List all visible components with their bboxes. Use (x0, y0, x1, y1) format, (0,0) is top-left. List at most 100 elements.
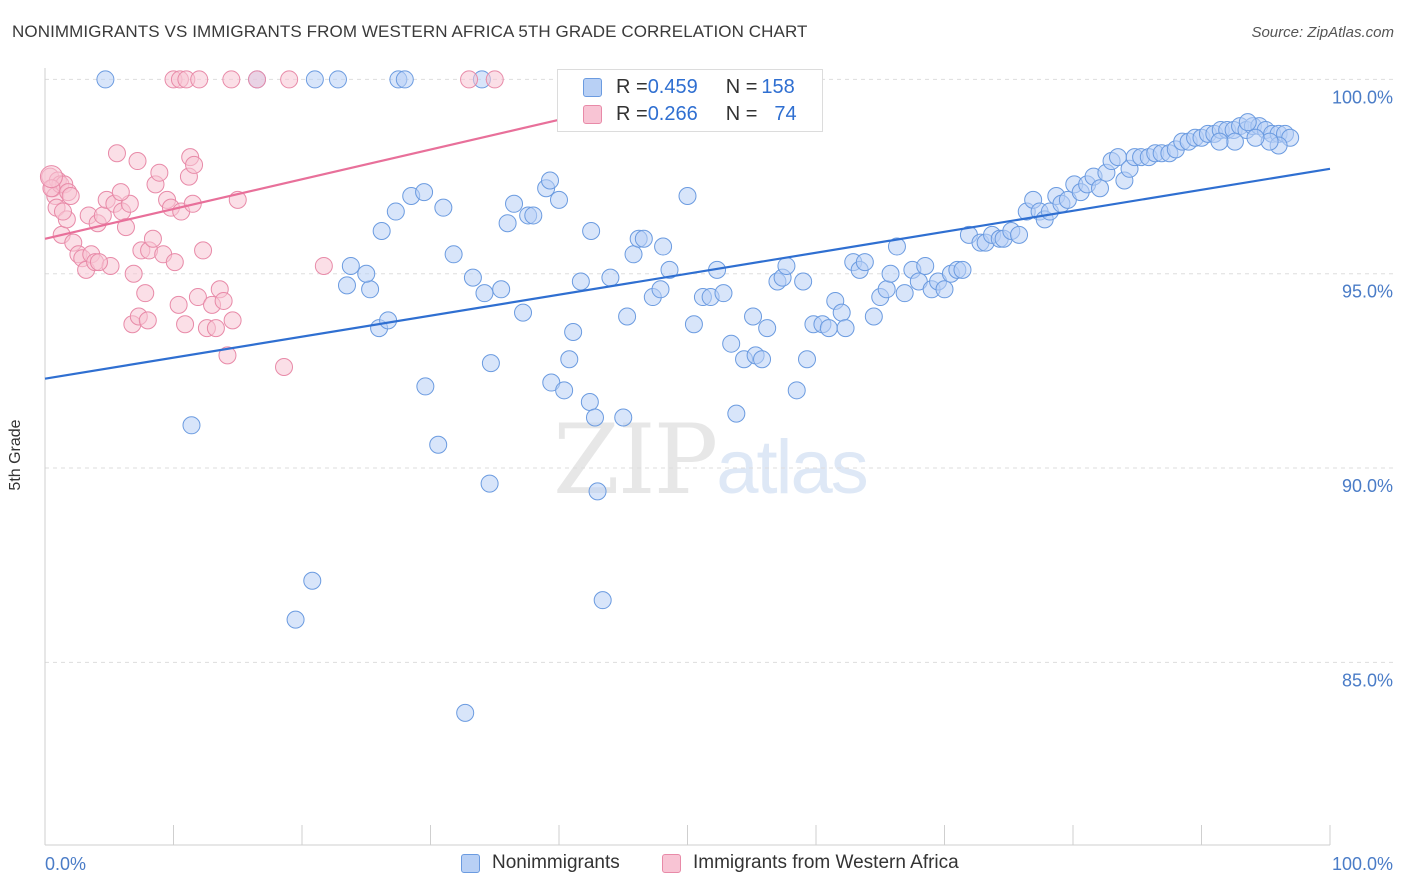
data-point (328, 70, 347, 89)
legend-swatch-blue (583, 77, 602, 97)
data-point (492, 280, 511, 299)
legend-r-label: R = (616, 102, 648, 125)
data-point (887, 237, 906, 256)
data-point (150, 163, 169, 182)
data-point (379, 311, 398, 330)
data-point (416, 377, 435, 396)
data-point (618, 307, 637, 326)
data-point (481, 354, 500, 373)
data-point (678, 187, 697, 206)
data-point (361, 280, 380, 299)
data-point (124, 264, 143, 283)
data-point (475, 284, 494, 303)
data-point (832, 303, 851, 322)
grid-lines (45, 78, 1395, 663)
data-point (881, 264, 900, 283)
data-point (836, 319, 855, 338)
legend-item-immigrants: Immigrants from Western Africa (662, 852, 959, 874)
data-point (819, 319, 838, 338)
data-point (794, 272, 813, 291)
legend-r-value: 0.459 (647, 75, 698, 98)
data-point (372, 221, 391, 240)
data-point (935, 280, 954, 299)
data-point (1238, 113, 1257, 132)
data-point (415, 183, 434, 202)
data-point (96, 70, 115, 89)
data-point (1246, 128, 1265, 147)
chart-title: NONIMMIGRANTS VS IMMIGRANTS FROM WESTERN… (12, 22, 808, 41)
data-point (758, 319, 777, 338)
data-point (223, 311, 242, 330)
data-point (722, 334, 741, 353)
data-point (194, 241, 213, 260)
data-point (714, 284, 733, 303)
data-point (275, 358, 294, 377)
data-point (460, 70, 479, 89)
data-point (1010, 225, 1029, 244)
data-point (136, 284, 155, 303)
series-immigrants-points (39, 70, 504, 377)
data-point (185, 155, 204, 174)
data-point (305, 70, 324, 89)
data-point (176, 315, 195, 334)
legend-n-value: 74 (774, 102, 797, 125)
data-point (456, 703, 475, 722)
data-point (395, 70, 414, 89)
data-point (182, 416, 201, 435)
legend-label-immigrants: Immigrants from Western Africa (693, 852, 959, 873)
data-point (753, 350, 772, 369)
data-point (654, 237, 673, 256)
data-point (953, 260, 972, 279)
axes (44, 68, 1331, 846)
legend-r-value: 0.266 (647, 102, 698, 125)
data-point (614, 408, 633, 427)
data-point (341, 256, 360, 275)
data-point (169, 295, 188, 314)
data-point (624, 245, 643, 264)
data-point (53, 202, 72, 221)
data-point (777, 256, 796, 275)
data-point (463, 268, 482, 287)
data-point (480, 474, 499, 493)
data-point (286, 610, 305, 629)
data-point (116, 218, 135, 237)
data-point (582, 221, 601, 240)
data-point (744, 307, 763, 326)
data-point (111, 183, 130, 202)
data-point (564, 323, 583, 342)
legend-n-label: N = (725, 102, 758, 125)
legend-item-nonimmigrants: Nonimmigrants (461, 852, 620, 874)
data-point (895, 284, 914, 303)
series-nonimmigrants-points (96, 70, 1300, 722)
y-tick-label: 95.0% (1342, 282, 1393, 302)
legend-label-nonimmigrants: Nonimmigrants (492, 852, 620, 873)
data-point (386, 202, 405, 221)
data-point (128, 152, 147, 171)
data-point (188, 288, 207, 307)
trendline (44, 117, 566, 240)
data-point (61, 187, 80, 206)
data-point (214, 291, 233, 310)
data-point (143, 229, 162, 248)
data-point (107, 144, 126, 163)
data-point (787, 381, 806, 400)
data-point (280, 70, 299, 89)
legend-row-nonimmigrants: R = 0.459 N = 158 (558, 74, 795, 100)
data-point (89, 253, 108, 272)
data-point (524, 206, 543, 225)
data-point (303, 571, 322, 590)
data-point (864, 307, 883, 326)
y-tick-label: 100.0% (1332, 87, 1393, 107)
data-point (727, 404, 746, 423)
data-point (855, 253, 874, 272)
legend-swatch-blue (461, 853, 480, 873)
tick-labels: 85.0% 90.0% 95.0% 100.0% 0.0% 100.0% (45, 87, 1393, 874)
data-point (138, 311, 157, 330)
data-point (218, 346, 237, 365)
data-point (444, 245, 463, 264)
data-point (660, 260, 679, 279)
legend-row-immigrants: R = 0.266 N = 74 (558, 101, 797, 127)
data-point (248, 70, 267, 89)
source-label: Source: ZipAtlas.com (1251, 24, 1394, 41)
